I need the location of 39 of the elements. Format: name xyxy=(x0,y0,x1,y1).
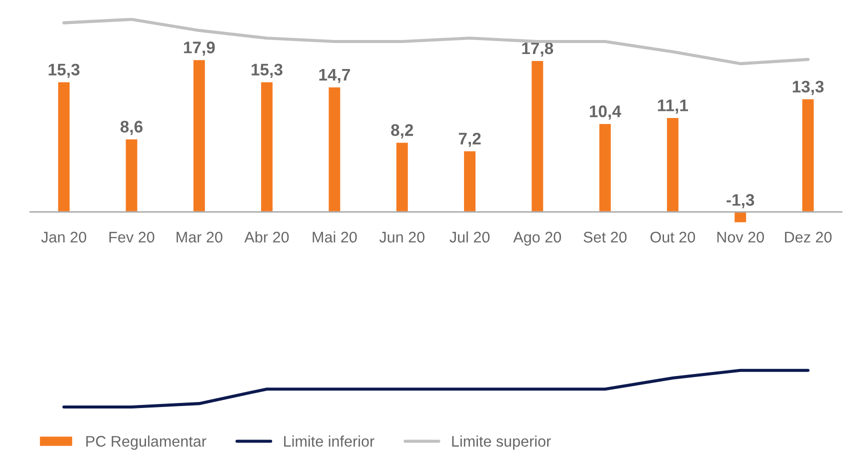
data-label: 8,6 xyxy=(120,120,143,135)
bar xyxy=(530,60,545,213)
bar xyxy=(666,116,680,213)
legend-label: PC Regulamentar xyxy=(86,436,206,450)
data-label: 17,9 xyxy=(184,42,215,56)
data-label: 7,2 xyxy=(458,132,481,147)
bar xyxy=(327,86,342,213)
x-tick-label: Abr 20 xyxy=(244,231,289,243)
bar xyxy=(192,58,206,213)
data-label: 17,8 xyxy=(522,42,554,57)
x-tick-label: Jan 20 xyxy=(41,232,86,243)
x-tick-label: Dez 20 xyxy=(785,232,832,243)
bar xyxy=(733,211,748,224)
bar xyxy=(124,138,139,213)
bar xyxy=(260,80,274,213)
x-tick-label: Fev 20 xyxy=(109,232,154,243)
legend-label: Limite inferior xyxy=(284,436,374,447)
bar xyxy=(598,122,612,213)
data-label: 11,1 xyxy=(658,100,688,114)
x-tick-label: Jul 20 xyxy=(450,231,490,243)
x-tick-label: Mar 20 xyxy=(176,232,222,243)
legend-label: Limite superior xyxy=(452,436,551,450)
data-label: -1,3 xyxy=(726,194,754,208)
bar xyxy=(56,80,72,213)
x-tick-label: Nov 20 xyxy=(717,232,764,243)
bar xyxy=(462,150,477,213)
data-label: 15,3 xyxy=(48,64,80,78)
data-label: 14,7 xyxy=(319,68,350,84)
x-tick-label: Mai 20 xyxy=(312,231,357,243)
bar xyxy=(800,98,816,213)
x-tick-label: Out 20 xyxy=(650,232,696,243)
x-tick-label: Ago 20 xyxy=(513,232,562,246)
data-label: 15,3 xyxy=(252,64,282,78)
data-label: 8,2 xyxy=(391,124,414,138)
x-tick-label: Jun 20 xyxy=(379,232,424,243)
x-tick-label: Set 20 xyxy=(584,232,627,243)
data-label: 13,3 xyxy=(792,80,824,95)
bar xyxy=(395,141,410,213)
data-label: 10,4 xyxy=(590,105,622,120)
